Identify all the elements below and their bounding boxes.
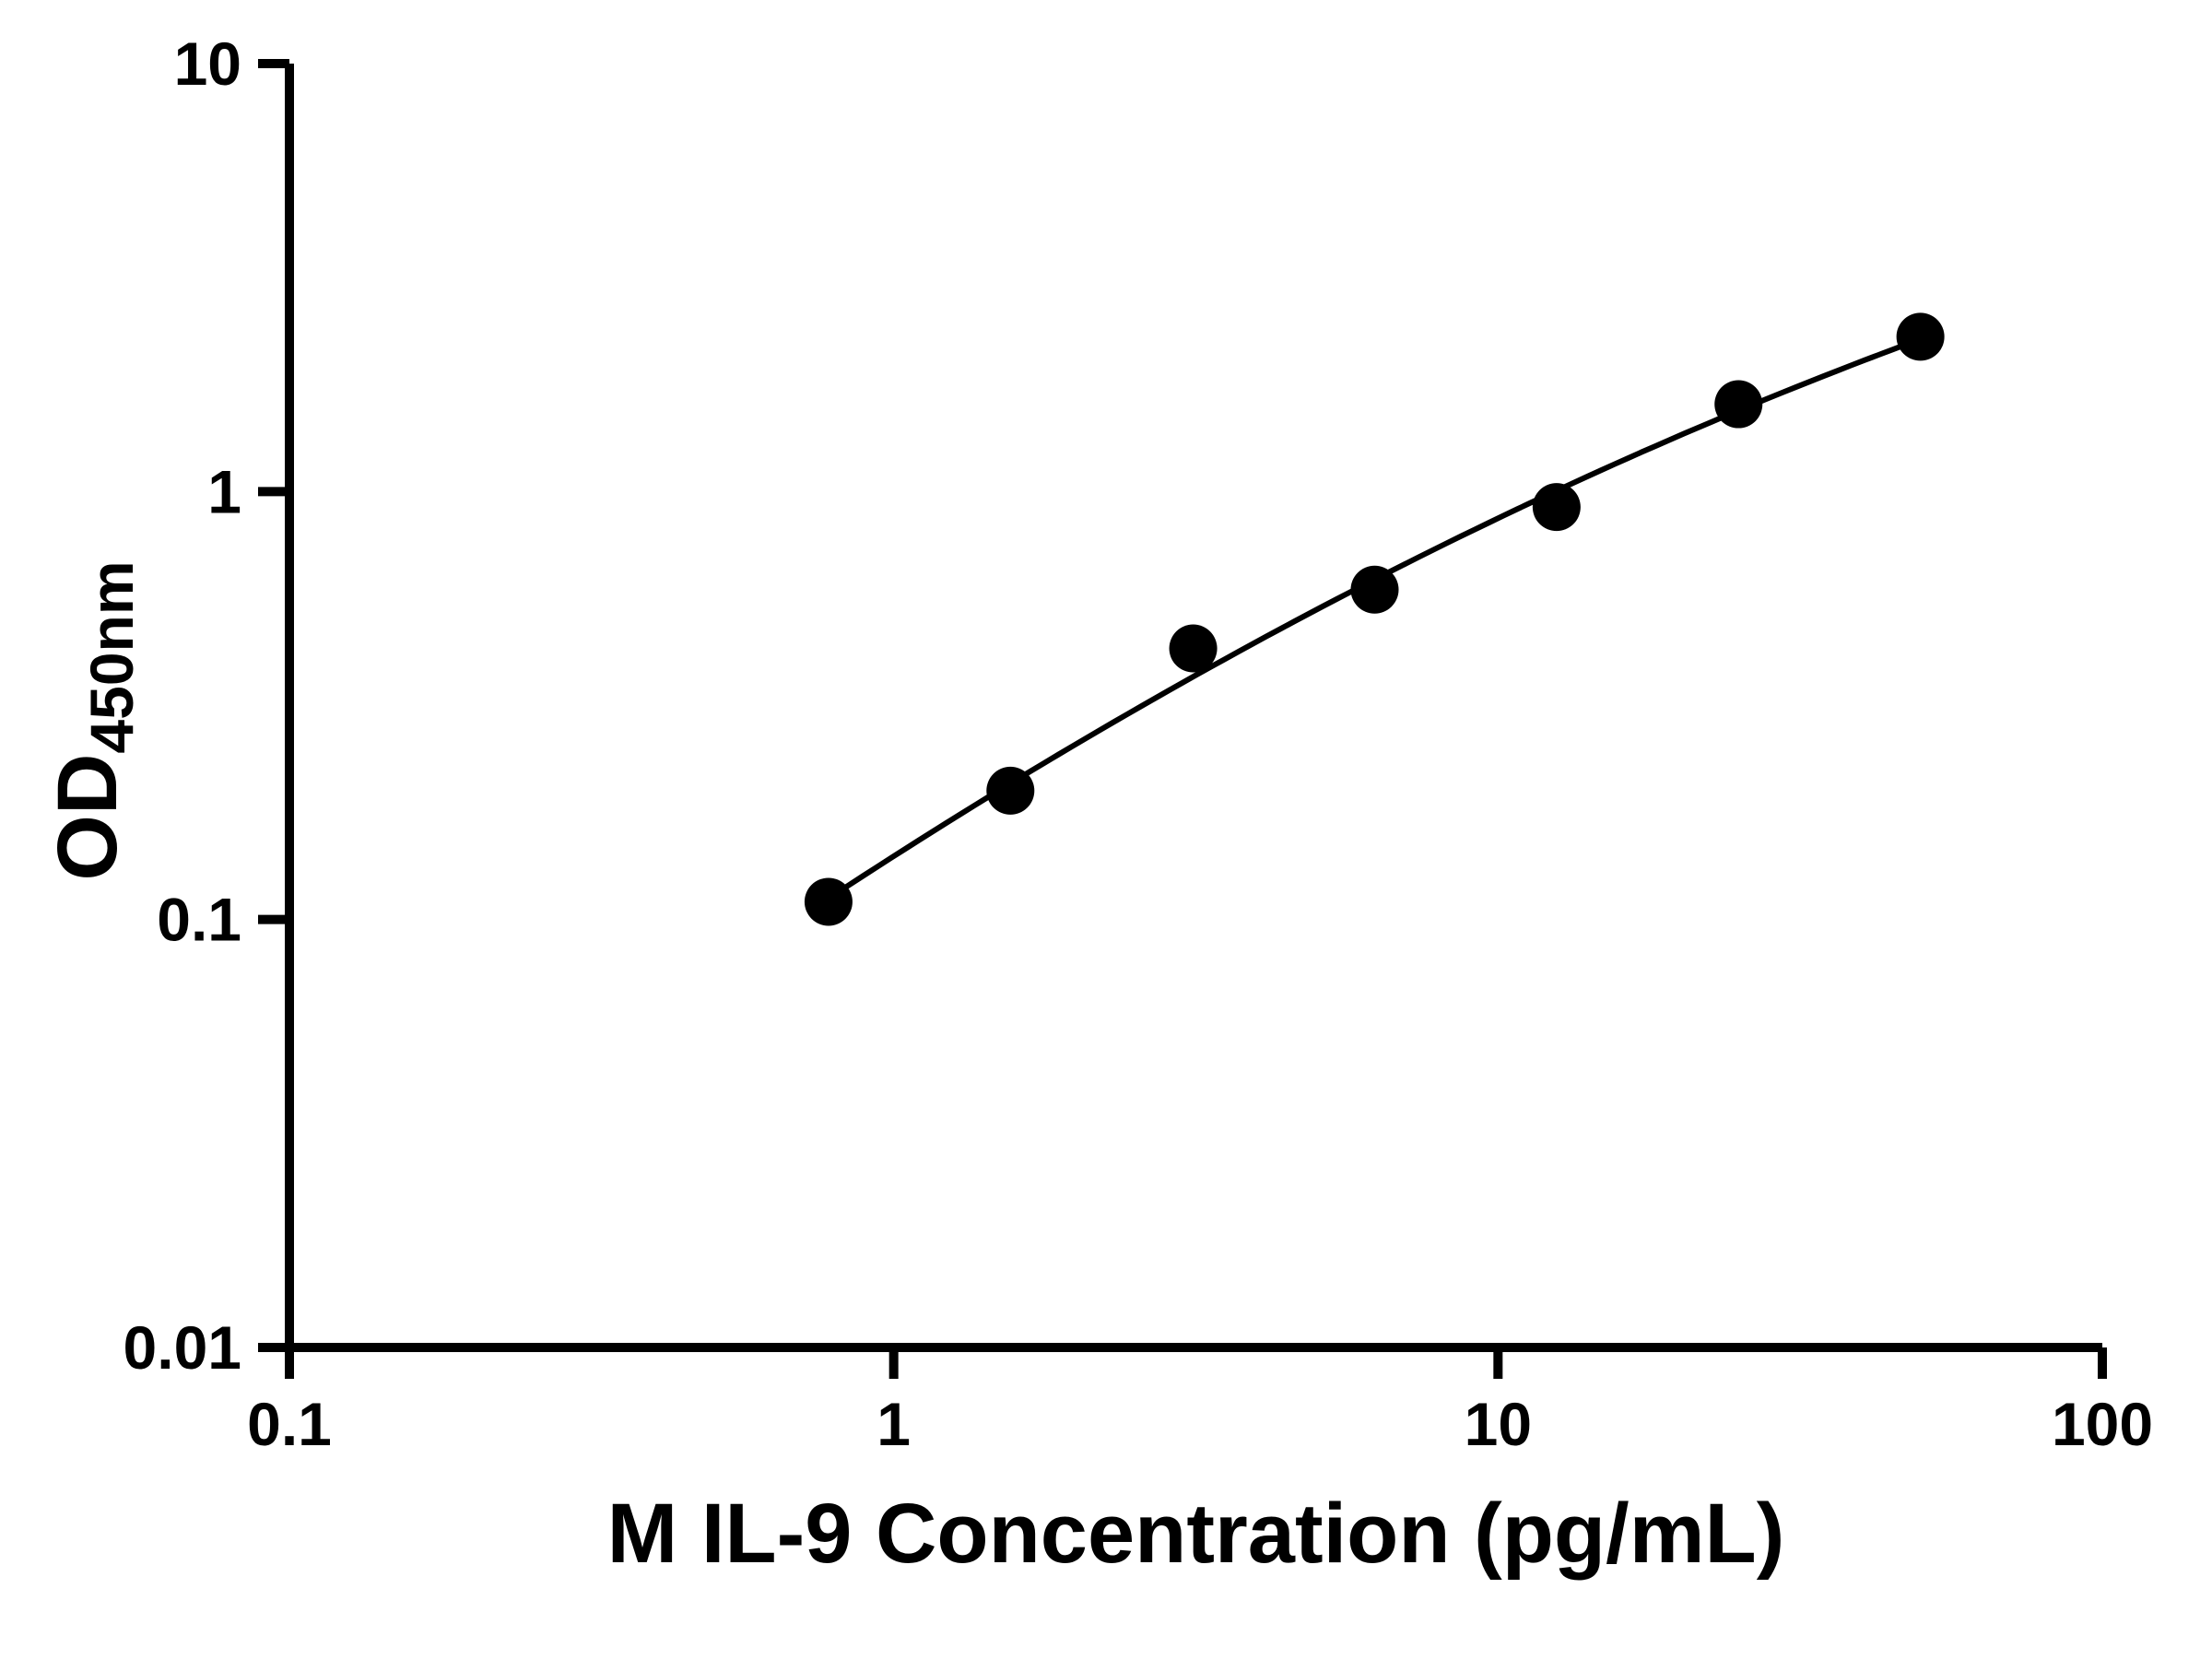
data-point: [1714, 380, 1763, 429]
x-tick-label: 0.1: [247, 1390, 332, 1458]
axis-lines: [285, 64, 2102, 1352]
y-axis-title: OD450nm: [32, 444, 146, 997]
y-axis-title-sub: 450nm: [77, 560, 146, 754]
data-point: [1896, 312, 1945, 361]
y-tick-label: 0.01: [124, 1313, 241, 1382]
x-tick-label: 10: [1465, 1390, 1532, 1458]
fit-line: [806, 336, 1922, 915]
data-point: [1532, 483, 1581, 532]
data-point: [804, 877, 853, 926]
y-axis-title-main: OD: [41, 753, 135, 881]
y-tick-label: 1: [207, 457, 241, 525]
y-tick-label: 10: [174, 29, 241, 98]
data-point: [1350, 565, 1399, 614]
x-tick-label: 100: [2052, 1390, 2153, 1458]
data-point: [1169, 624, 1218, 673]
y-tick-label: 0.1: [157, 886, 241, 954]
x-axis-title: M IL-9 Concentration (pg/mL): [606, 1487, 1785, 1581]
data-point: [986, 766, 1035, 815]
x-tick-label: 1: [877, 1390, 911, 1458]
